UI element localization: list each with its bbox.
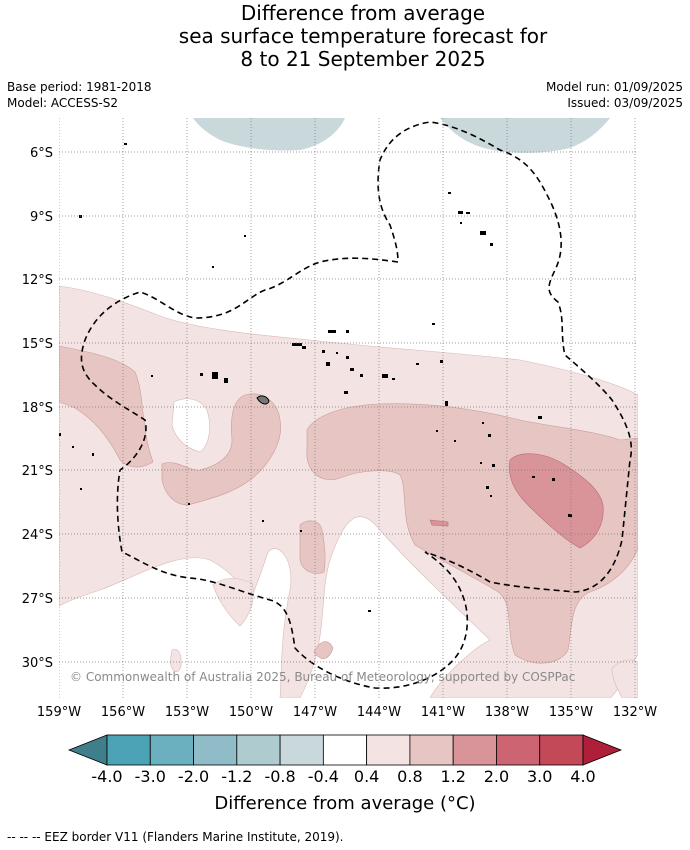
longitude-label: 132°W — [613, 705, 657, 720]
colorbar-tick-label: 4.0 — [570, 767, 595, 786]
colorbar-bin — [366, 734, 411, 766]
colorbar-tick-label: 0.8 — [397, 767, 422, 786]
latitude-label: 18°S — [22, 401, 53, 416]
colorbar-bin — [539, 734, 584, 766]
colorbar-tick-labels: -4.0 -3.0 -2.0 -1.2 -0.8 -0.4 0.4 0.8 1.2 2.0 3.0 4… — [91, 767, 595, 786]
latitude-label: 9°S — [30, 210, 53, 225]
anomaly-region-medium-small — [299, 520, 326, 574]
colorbar — [67, 734, 623, 766]
meta-left: Base period: 1981-2018 Model: ACCESS-S2 — [7, 79, 152, 111]
colorbar-bin — [149, 734, 194, 766]
anomaly-patch-light-2 — [169, 649, 182, 673]
island-large — [256, 395, 270, 405]
latitude-label: 27°S — [22, 592, 53, 607]
model-name: Model: ACCESS-S2 — [7, 96, 119, 110]
colorbar-bin — [106, 734, 151, 766]
colorbar-tick-label: -3.0 — [135, 767, 166, 786]
footer-note: -- -- -- EEZ border V11 (Flanders Marine… — [7, 830, 344, 844]
anomaly-region-cool-2 — [440, 118, 610, 153]
colorbar-extend-low — [67, 734, 108, 766]
anomaly-hole-white — [171, 398, 210, 453]
anomaly-region-medium-west — [59, 345, 154, 468]
colorbar-bin — [452, 734, 497, 766]
longitude-label: 144°W — [357, 705, 401, 720]
colorbar-bin — [496, 734, 541, 766]
map-area: © Commonwealth of Australia 2025, Bureau… — [59, 118, 638, 698]
longitude-labels: 159°W 156°W 153°W 150°W 147°W 144°W 141°W 138°W… — [37, 705, 657, 720]
base-period: Base period: 1981-2018 — [7, 80, 152, 94]
colorbar-bin — [236, 734, 281, 766]
latitude-label: 12°S — [22, 273, 53, 288]
issued-date: Issued: 03/09/2025 — [567, 96, 683, 110]
colorbar-bin — [279, 734, 324, 766]
latitude-label: 6°S — [30, 146, 53, 161]
anomaly-region-medium-tiny — [313, 641, 334, 659]
colorbar-bin — [409, 734, 454, 766]
colorbar-tick-label: 0.4 — [354, 767, 379, 786]
longitude-label: 135°W — [549, 705, 593, 720]
islands — [59, 143, 572, 612]
longitude-label: 141°W — [421, 705, 465, 720]
colorbar-tick-label: 2.0 — [484, 767, 509, 786]
colorbar-tick-label: 3.0 — [527, 767, 552, 786]
anomaly-patch-strong — [429, 519, 449, 527]
latitude-label: 24°S — [22, 528, 53, 543]
colorbar-tick-label: -2.0 — [178, 767, 209, 786]
title-line-3: 8 to 21 September 2025 — [240, 47, 486, 71]
colorbar-bin — [193, 734, 238, 766]
anomaly-patch-light-1 — [212, 578, 254, 627]
colorbar-tick-label: 1.2 — [440, 767, 465, 786]
latitude-label: 21°S — [22, 464, 53, 479]
latitude-label: 15°S — [22, 337, 53, 352]
chart-title: Difference from average sea surface temp… — [0, 2, 690, 71]
colorbar-tick-label: -0.4 — [308, 767, 339, 786]
longitude-label: 147°W — [293, 705, 337, 720]
meta-right: Model run: 01/09/2025 Issued: 03/09/2025 — [546, 79, 683, 111]
colorbar-tick-label: -0.8 — [264, 767, 295, 786]
longitude-label: 138°W — [485, 705, 529, 720]
colorbar-tick-label: -4.0 — [91, 767, 122, 786]
model-run: Model run: 01/09/2025 — [545, 80, 683, 94]
longitude-label: 156°W — [101, 705, 145, 720]
eez-border — [80, 121, 633, 689]
colorbar-bin — [322, 734, 368, 766]
latitude-label: 30°S — [22, 656, 53, 671]
longitude-label: 153°W — [165, 705, 209, 720]
colorbar-tick-label: -1.2 — [221, 767, 252, 786]
anomaly-region-cool-1 — [193, 118, 345, 151]
graticule — [59, 118, 638, 698]
longitude-label: 150°W — [229, 705, 273, 720]
title-line-1: Difference from average — [240, 1, 486, 25]
colorbar-title: Difference from average (°C) — [214, 793, 476, 814]
colorbar-extend-high — [582, 734, 623, 766]
longitude-label: 159°W — [37, 705, 81, 720]
title-line-2: sea surface temperature forecast for — [178, 24, 548, 48]
latitude-labels: 6°S 9°S 12°S 15°S 18°S 21°S 24°S 27°S 30°S — [22, 146, 53, 671]
copyright-notice: © Commonwealth of Australia 2025, Bureau… — [70, 670, 575, 684]
